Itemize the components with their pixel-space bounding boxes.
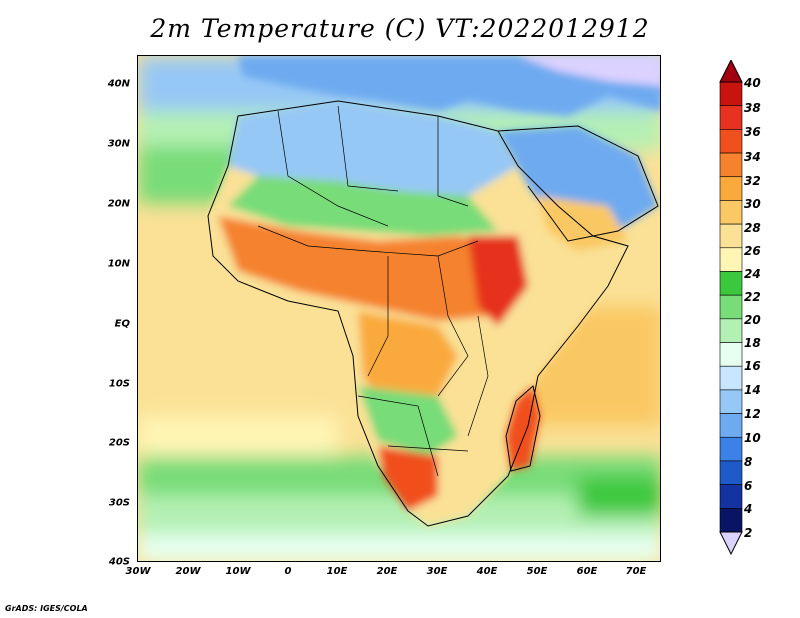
colorbar-label-30: 30 [744, 197, 761, 211]
lat-tick-30s: 30S [108, 497, 130, 509]
colorbar-label-8: 8 [744, 455, 753, 469]
lon-tick-10w: 10W [225, 566, 251, 577]
lat-tick-eq: EQ [114, 318, 130, 330]
lat-tick-40n: 40N [107, 78, 130, 90]
temperature-map [137, 55, 661, 562]
colorbar-swatch [719, 460, 743, 485]
colorbar-label-26: 26 [744, 244, 761, 258]
colorbar-swatch [719, 152, 743, 178]
colorbar-label-16: 16 [744, 359, 761, 373]
arabia-landmass [498, 126, 658, 251]
lon-tick-50e: 50E [526, 566, 548, 577]
colorbar-swatch [719, 247, 743, 272]
colorbar-swatch [719, 223, 743, 249]
country-borders [257, 105, 489, 477]
colorbar-label-38: 38 [744, 101, 761, 115]
europe-landmass [238, 56, 660, 116]
lon-tick-20w: 20W [175, 566, 201, 577]
lon-tick-20e: 20E [376, 566, 398, 577]
colorbar-label-32: 32 [744, 174, 761, 188]
colorbar-swatch [719, 389, 743, 414]
lon-tick-30w: 30W [125, 566, 151, 577]
colorbar-swatch [719, 294, 743, 320]
colorbar-swatch [719, 342, 743, 367]
colorbar-swatch [719, 81, 743, 106]
lon-tick-30e: 30E [426, 566, 448, 577]
map-canvas [138, 56, 660, 561]
lon-tick-40e: 40E [476, 566, 498, 577]
colorbar-swatch [719, 365, 743, 391]
lon-tick-70e: 70E [625, 566, 647, 577]
map-title: 2m Temperature (C) VT:2022012912 [150, 14, 650, 43]
colorbar-swatch [719, 271, 743, 296]
colorbar-label-4: 4 [744, 502, 753, 516]
lon-tick-60e: 60E [576, 566, 598, 577]
colorbar-bottom-arrow [719, 531, 743, 556]
lat-tick-30n: 30N [107, 138, 130, 150]
colorbar-label-20: 20 [744, 313, 761, 327]
colorbar-swatch [719, 176, 743, 201]
colorbar-swatch [719, 508, 743, 533]
lat-tick-20s: 20S [108, 437, 130, 449]
lat-tick-20n: 20N [107, 198, 130, 210]
colorbar-swatch [719, 318, 743, 343]
software-credit: GrADS: IGES/COLA [5, 604, 88, 613]
lat-tick-10s: 10S [108, 378, 130, 390]
colorbar-swatch [719, 200, 743, 225]
colorbar-label-24: 24 [744, 267, 761, 281]
colorbar-label-40: 40 [744, 76, 761, 90]
colorbar-label-6: 6 [744, 479, 753, 493]
colorbar [719, 60, 743, 556]
colorbar-swatch [719, 129, 743, 154]
colorbar-label-14: 14 [744, 383, 761, 397]
colorbar-label-36: 36 [744, 125, 761, 139]
colorbar-label-10: 10 [744, 431, 761, 445]
colorbar-swatch [719, 484, 743, 509]
lon-tick-0: 0 [284, 566, 292, 577]
colorbar-label-34: 34 [744, 150, 761, 164]
colorbar-label-28: 28 [744, 221, 761, 235]
colorbar-label-12: 12 [744, 407, 761, 421]
coastlines [207, 100, 659, 527]
colorbar-swatch [719, 436, 743, 462]
lat-tick-10n: 10N [107, 258, 130, 270]
colorbar-top-arrow [719, 60, 743, 83]
colorbar-label-18: 18 [744, 336, 761, 350]
colorbar-label-2: 2 [744, 526, 753, 540]
colorbar-swatches [719, 81, 743, 533]
colorbar-label-22: 22 [744, 290, 761, 304]
lon-tick-10e: 10E [326, 566, 348, 577]
colorbar-swatch [719, 105, 743, 130]
colorbar-swatch [719, 413, 743, 438]
lat-tick-40s: 40S [108, 556, 130, 568]
